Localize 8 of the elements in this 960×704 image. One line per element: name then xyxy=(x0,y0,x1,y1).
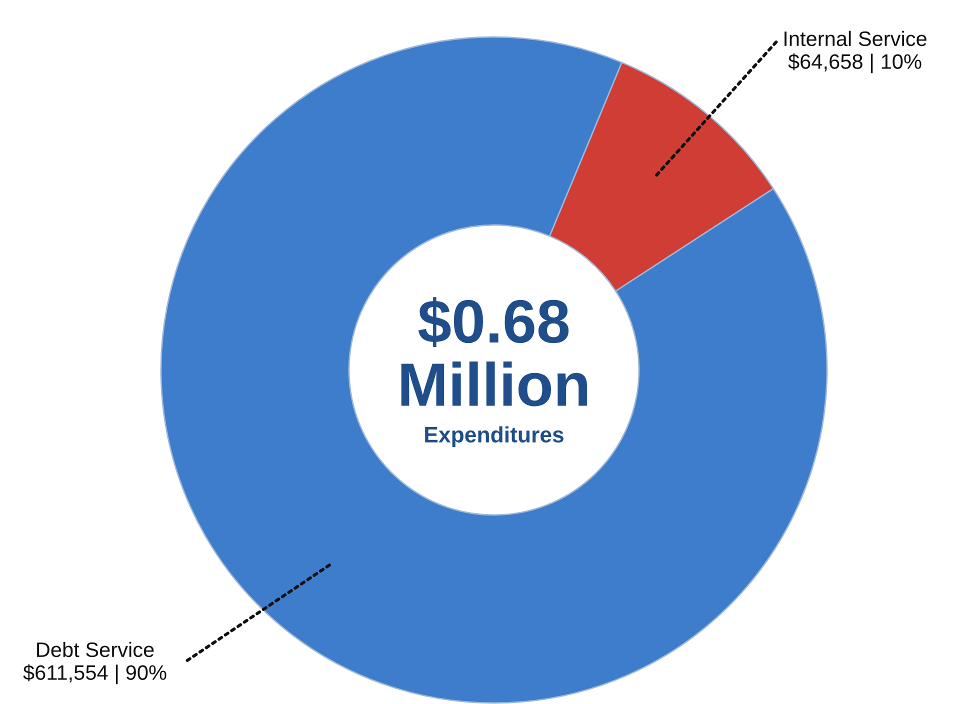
donut-slice xyxy=(548,62,774,292)
text: $0.68 xyxy=(418,297,569,348)
text: Expenditures xyxy=(425,426,564,447)
data-label: $64,658 | 10% xyxy=(788,53,922,74)
text: Million xyxy=(401,361,587,406)
slice-label: Debt Service xyxy=(37,642,154,658)
data-label: $611,554 | 90% xyxy=(23,664,166,684)
slice-label: Internal Service xyxy=(784,30,926,46)
